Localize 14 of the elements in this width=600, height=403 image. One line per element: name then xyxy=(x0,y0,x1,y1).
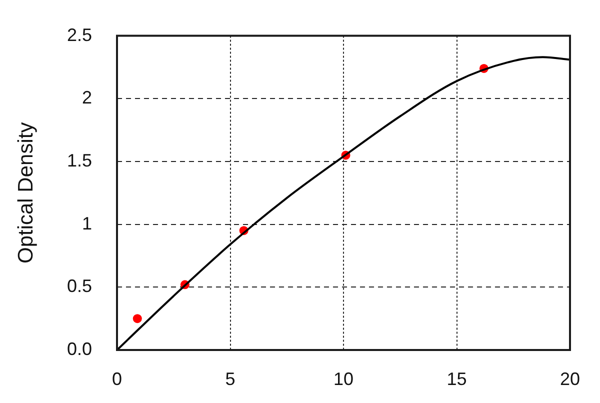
y-tick-label: 1 xyxy=(82,213,92,234)
point xyxy=(132,314,142,324)
y-tick-label: 0.0 xyxy=(66,338,92,359)
y-tick-label: 0.5 xyxy=(66,276,92,296)
x-tick-label: 0 xyxy=(112,368,122,389)
y-tick-label: 2 xyxy=(82,88,92,108)
x-tick-label: 10 xyxy=(333,368,354,389)
y-tick-label: 1.5 xyxy=(66,150,92,170)
x-tick-label: 20 xyxy=(560,368,580,389)
y-tick-label: 2.5 xyxy=(66,24,92,45)
y-axis-title: Optical Density xyxy=(14,122,38,264)
x-tick-label: 15 xyxy=(446,368,467,389)
x-tick-label: 5 xyxy=(225,368,236,389)
line-series xyxy=(117,56,570,350)
